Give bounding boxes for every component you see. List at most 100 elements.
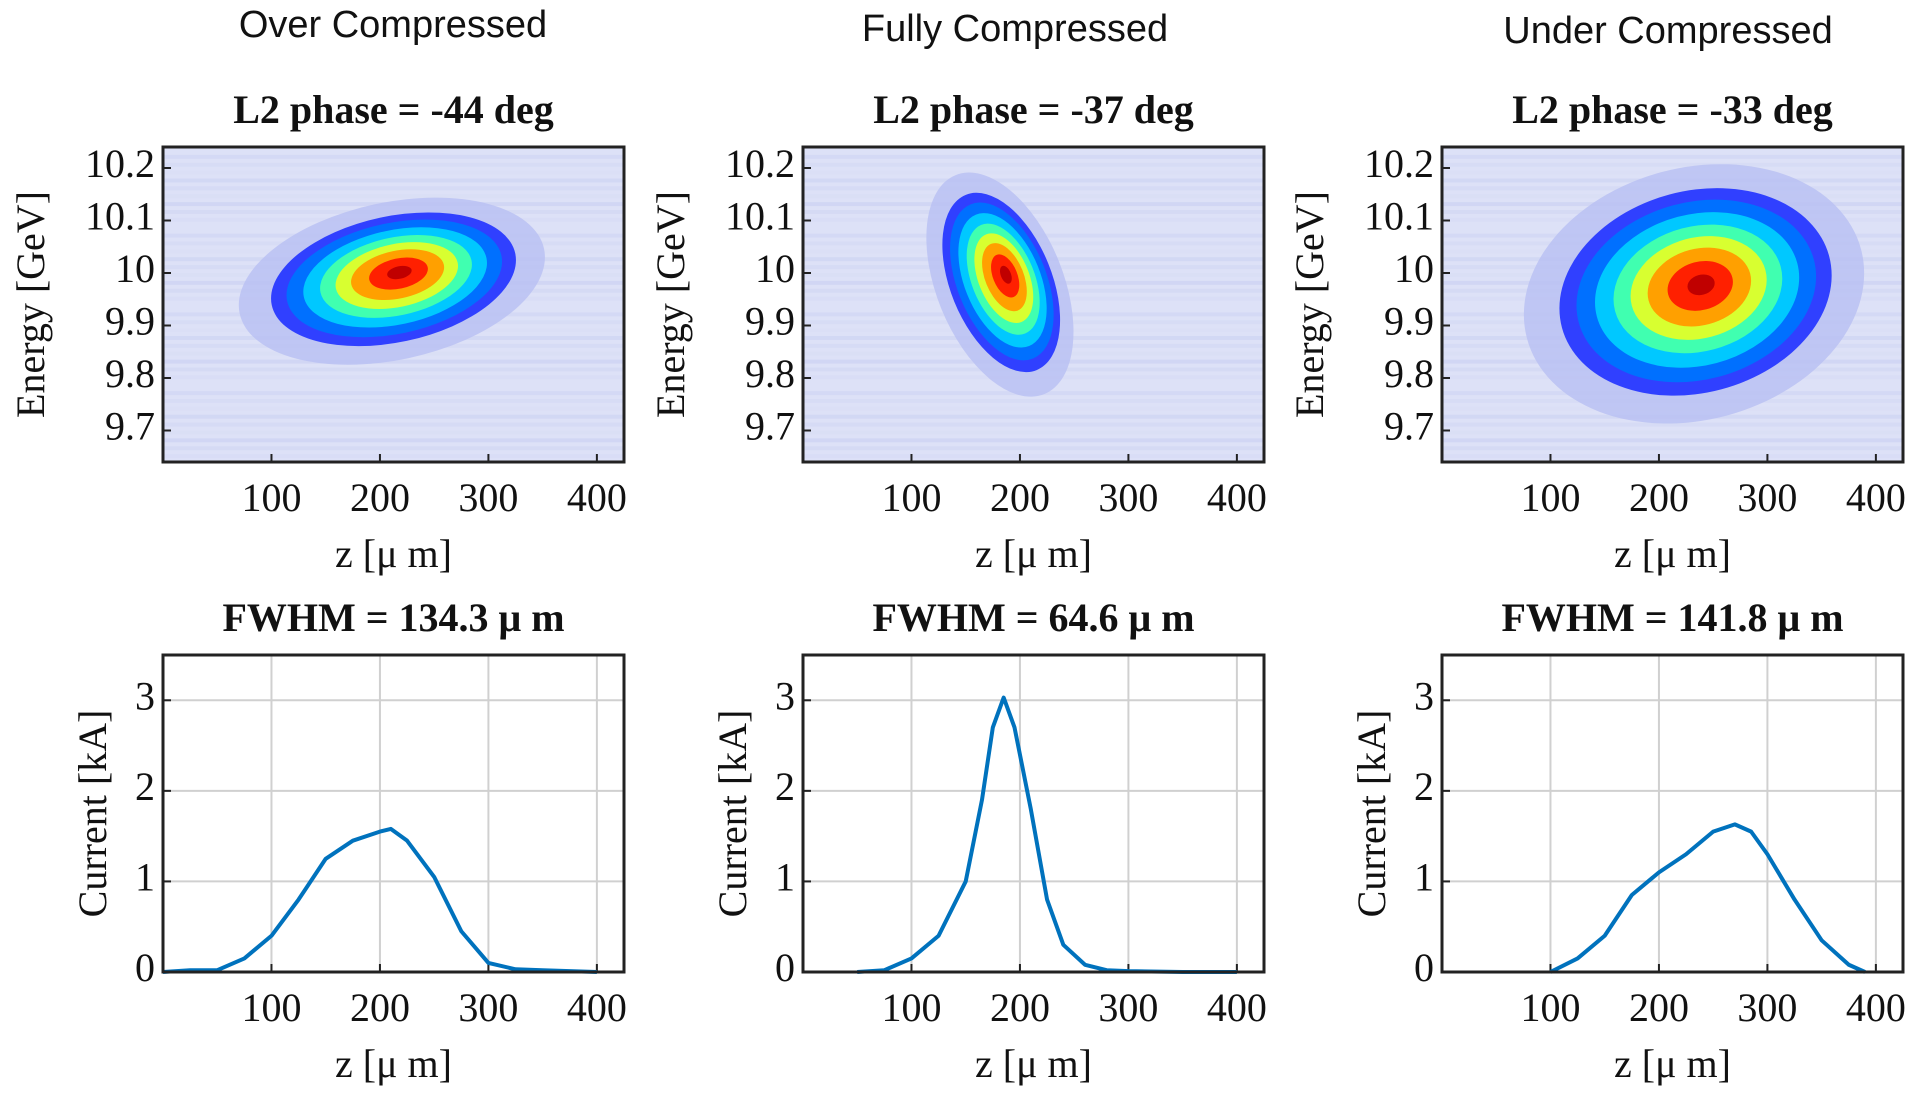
y-tick-label: 0 [775,945,795,990]
heatmap-image [803,147,1264,462]
x-tick-label: 100 [881,475,941,520]
noise-row [163,186,624,191]
x-tick-label: 200 [1629,985,1689,1030]
noise-row [803,202,1264,207]
noise-row [803,186,1264,191]
noise-row [803,162,1264,167]
noise-row [803,406,1264,411]
x-tick-label: 200 [1629,475,1689,520]
y-tick-label: 9.9 [745,299,795,344]
x-tick-label: 300 [1098,985,1158,1030]
y-axis-label: Current [kA] [70,710,115,918]
noise-row [1442,154,1903,159]
noise-row [803,438,1264,443]
noise-row [163,454,624,459]
current-line [162,826,597,974]
x-tick-label: 200 [990,985,1050,1030]
noise-row [803,446,1264,451]
y-tick-label: 3 [775,673,795,718]
noise-row [803,454,1264,459]
x-tick-label: 200 [990,475,1050,520]
y-tick-label: 10.1 [1364,194,1434,239]
noise-row [163,162,624,167]
y-tick-label: 10.2 [725,141,795,186]
x-axis-label: z [μ m] [335,531,452,576]
panel: FWHM = 134.3 μ mz [μ m]Current [kA]100 20… [70,595,627,1086]
plot-frame [161,653,626,974]
chart-title: FWHM = 64.6 μ m [872,595,1194,640]
y-tick-label: 10 [115,246,155,291]
panel: L2 phase = -37 deg z [μ m] Energy [GeV] 100… [648,87,1267,576]
x-axis-label: z [μ m] [1614,531,1731,576]
heatmap-layer [999,265,1012,284]
noise-row [163,391,624,396]
y-tick-label: 9.7 [745,404,795,449]
x-tick-label: 300 [1098,475,1158,520]
x-axis-label: z [μ m] [975,1041,1092,1086]
noise-row [163,422,624,427]
panel: FWHM = 64.6 μ m z [μ m] Current [kA] 100 200… [710,595,1267,1086]
noise-row [163,194,624,199]
noise-row [1442,162,1903,167]
y-tick-label: 9.8 [1384,351,1434,396]
noise-row [163,446,624,451]
noise-row [803,430,1264,435]
panel: L2 phase = -33 deg z [μ m] Energy [GeV] 100… [1287,87,1906,576]
y-tick-label: 10 [755,246,795,291]
heatmap-image [163,147,624,462]
noise-row [1442,446,1903,451]
column-label: Over Compressed [239,4,547,46]
x-axis-label: z [μ m] [335,1041,452,1086]
x-tick-label: 100 [1520,985,1580,1030]
y-tick-label: 2 [135,764,155,809]
noise-row [1442,430,1903,435]
plot-frame [161,145,626,464]
panel: L2 phase = -44 deg z [μ m] Energy [GeV] 100… [8,87,627,576]
noise-row [803,414,1264,419]
x-tick-label: 400 [1207,985,1267,1030]
plot-frame [1440,653,1905,974]
y-tick-label: 2 [775,764,795,809]
y-tick-label: 1 [775,855,795,900]
noise-row [803,154,1264,159]
noise-row [163,359,624,364]
x-axis-label: z [μ m] [975,531,1092,576]
noise-row [1442,438,1903,443]
x-tick-label: 400 [567,475,627,520]
noise-row [163,406,624,411]
x-tick-label: 300 [458,475,518,520]
noise-row [163,375,624,380]
chart-title: FWHM = 134.3 μ m [222,595,564,640]
y-axis-label: Energy [GeV] [1287,191,1332,418]
noise-row [163,367,624,372]
chart-title: FWHM = 141.8 μ m [1501,595,1843,640]
y-axis-label: Energy [GeV] [8,191,53,418]
x-tick-label: 200 [350,985,410,1030]
current-line [857,695,1237,974]
y-tick-label: 9.8 [105,351,155,396]
x-tick-label: 300 [1737,985,1797,1030]
noise-row [1442,454,1903,459]
y-tick-label: 3 [135,673,155,718]
x-tick-label: 400 [1846,475,1906,520]
x-tick-label: 200 [350,475,410,520]
y-tick-label: 10 [1394,246,1434,291]
x-tick-label: 100 [1520,475,1580,520]
y-tick-label: 10.1 [725,194,795,239]
column-label: Under Compressed [1503,10,1832,52]
y-tick-label: 9.9 [105,299,155,344]
noise-row [803,422,1264,427]
plot-frame [1440,145,1905,464]
y-tick-label: 1 [1414,855,1434,900]
heatmap-layer [387,265,412,280]
chart-title: L2 phase = -37 deg [873,87,1194,132]
noise-row [803,194,1264,199]
y-tick-label: 9.8 [745,351,795,396]
noise-row [163,438,624,443]
noise-row [163,170,624,175]
y-tick-label: 0 [1414,945,1434,990]
y-tick-label: 1 [135,855,155,900]
chart-title: L2 phase = -44 deg [233,87,554,132]
current-line [1549,822,1866,974]
